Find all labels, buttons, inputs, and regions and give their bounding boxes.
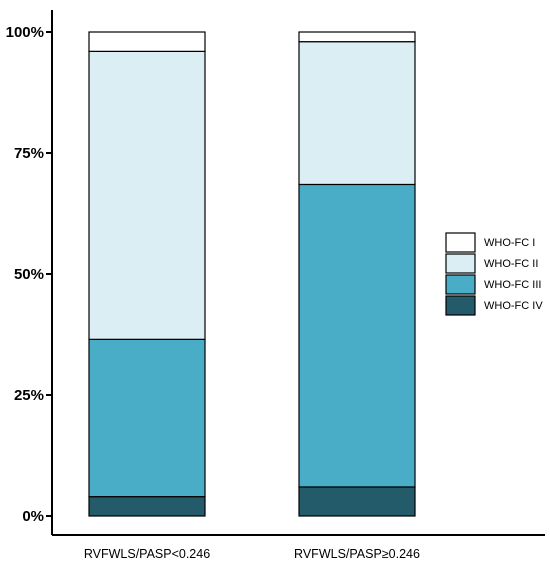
legend-swatch <box>445 274 476 295</box>
legend-swatch <box>445 232 476 253</box>
bar-segment <box>298 486 416 517</box>
bar-segment <box>88 496 206 517</box>
legend-label: WHO-FC III <box>484 279 541 291</box>
legend-swatch <box>445 253 476 274</box>
bar-segment <box>298 183 416 488</box>
bar-stack <box>88 31 206 517</box>
y-tick-label: 0% <box>22 508 44 525</box>
legend-item: WHO-FC IV <box>445 295 543 316</box>
y-tick-label: 100% <box>6 24 44 41</box>
legend-label: WHO-FC IV <box>484 300 543 312</box>
y-tick-label: 50% <box>14 266 44 283</box>
legend-item: WHO-FC I <box>445 232 535 253</box>
legend: WHO-FC I WHO-FC II WHO-FC III WHO-FC IV <box>445 232 543 316</box>
bar-segment <box>88 338 206 498</box>
bar-stack <box>298 31 416 517</box>
bar-segment <box>88 31 206 52</box>
legend-item: WHO-FC II <box>445 253 538 274</box>
y-tick-label: 25% <box>14 387 44 404</box>
x-category-labels: RVFWLS/PASP<0.246 RVFWLS/PASP≥0.246 <box>84 547 420 561</box>
legend-label: WHO-FC II <box>484 258 538 270</box>
x-category-label: RVFWLS/PASP<0.246 <box>84 547 210 561</box>
bars <box>88 31 416 517</box>
legend-swatch <box>445 295 476 316</box>
y-ticks: 0% 25% 50% 75% 100% <box>6 24 52 525</box>
bar-segment <box>88 50 206 340</box>
axes <box>51 10 545 536</box>
legend-item: WHO-FC III <box>445 274 541 295</box>
legend-label: WHO-FC I <box>484 237 535 249</box>
y-tick-label: 75% <box>14 145 44 162</box>
bar-segment <box>298 31 416 43</box>
bar-segment <box>298 41 416 186</box>
x-category-label: RVFWLS/PASP≥0.246 <box>294 547 420 561</box>
